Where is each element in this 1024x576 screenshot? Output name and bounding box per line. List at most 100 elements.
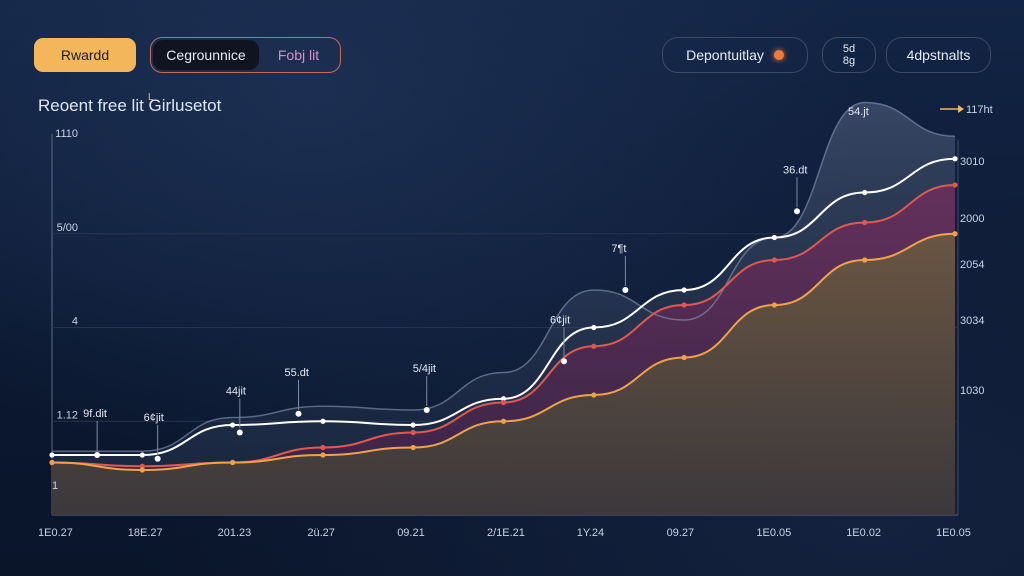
annotations: 9f.dit 6¢jit 44jit 55.dt 5/4jit 6¢jit 7¶t 36.dt [83,164,807,462]
series-2-point-3 [320,418,326,424]
series-2-line [51,157,956,457]
y-right-label-2: 2054 [960,259,984,271]
series-lines [49,101,958,473]
series-2-point-0 [49,452,55,458]
series-0-point-7 [681,354,687,361]
annotation-dot-6 [622,287,629,293]
series-1-point-1 [139,463,145,469]
adjustments-button[interactable]: 4dpstnalts [886,37,991,73]
x-tick-label-3: 2ü.27 [307,527,335,539]
series-1-point-6 [591,343,597,349]
series-1-point-7 [681,302,687,308]
y-left-label-1: 5/00 [57,222,78,234]
series-areas [52,102,955,515]
series-1-point-8 [771,257,778,263]
title-mark: L [148,92,154,103]
series-2-point-9 [862,189,868,196]
x-tick-label-1: 18E.27 [128,527,163,539]
series-0-point-9 [862,257,868,263]
reward-button-label: Rwardd [60,47,110,63]
annotation-dot-3 [295,410,302,417]
interval-button[interactable]: 5d 8g [822,37,876,73]
series-0-point-1 [139,467,145,473]
x-tick-label-9: 1E0.02 [846,527,881,539]
series-0-point-3 [320,452,326,458]
series-0-line [51,232,956,472]
annotation-dot-7 [793,208,800,215]
y-right-label-3: 3034 [960,315,984,327]
status-dot-icon [773,50,784,60]
legend-arrowhead-icon [958,105,964,113]
deposit-button[interactable]: Depontuitlay [662,37,808,73]
reward-button[interactable]: Rwardd [34,38,136,72]
series-2-point-6 [591,324,597,331]
series-2-point-4 [410,422,416,428]
segment-toggle[interactable]: Cegrounnice Fobj lit [150,37,341,73]
annotation-label-1: 6¢jit [144,412,164,424]
y-right-label-1: 2000 [960,213,984,225]
annotation-label-2: 44jit [226,386,246,398]
annotation-label-6: 7¶t [611,243,626,255]
segment-option-a-label: Cegrounnice [166,47,246,63]
y-left-label-2: 4 [72,316,78,328]
annotation-label-0: 9f.dit [83,408,107,420]
series-0-point-2 [230,459,236,466]
y-axis-right: 3010 2000 2054 3034 1030 [960,156,984,397]
annotation-label-5: 6¢jit [550,314,570,326]
series-2-point-1 [139,452,145,458]
segment-option-b-label: Fobj lit [277,47,320,63]
series-1-point-9 [862,219,868,226]
series-1-point-5 [500,399,507,406]
annotation-dot-4 [423,407,430,413]
series-0-point-5 [500,418,507,424]
adjustments-button-label: 4dpstnalts [906,47,971,63]
annotation-dot-2 [236,429,243,436]
series-1-point-4 [410,429,416,436]
series-0-point-0 [49,459,55,466]
x-tick-label-8: 1E0.05 [756,527,791,539]
annotation-label-3: 55.dt [285,367,309,379]
y-left-bottom-label: 1 [52,480,58,492]
x-tick-label-2: 201.23 [218,527,252,539]
series-1-point-3 [320,444,326,451]
x-tick-label-4: 09.21 [397,527,425,539]
y-left-label-0: 1110 [55,128,78,140]
series-2-point-10 [952,156,958,162]
series-2-point-5 [500,396,507,402]
x-tick-label-6: 1Y.24 [577,527,604,539]
series-0-point-6 [591,392,597,398]
series-2-point-7 [681,287,687,293]
y-left-label-3: 1.12 [57,409,78,421]
interval-line-2: 8g [842,55,856,67]
annotation-dot-0 [94,452,101,458]
series-0-point-4 [410,444,416,451]
series-3-line [51,101,956,453]
series-1-point-10 [952,182,958,188]
deposit-button-label: Depontuitlay [686,47,764,63]
annotation-label-4: 5/4jit [413,363,436,375]
segment-option-b[interactable]: Fobj lit [259,47,338,63]
annotation-label-7: 36.dt [783,164,807,176]
x-axis-ticks: 1E0.27 18E.27 201.23 2ü.27 09.21 2/1E.21 1Y.24… [38,527,971,539]
y-axis-left: 1110 5/00 4 1.12 1 [52,128,78,492]
annotation-dot-5 [561,358,568,365]
y-right-label-0: 3010 [960,156,984,168]
x-tick-label-5: 2/1E.21 [487,527,525,539]
series-2-point-2 [230,422,236,428]
annotation-dot-1 [154,455,161,462]
legend-mark: 117ht [966,104,993,116]
chart-title: Reoent free lit Girlusetot [38,96,222,115]
series-0-area [52,233,955,515]
x-tick-label-7: 09.27 [667,527,695,539]
x-tick-label-0: 1E0.27 [38,527,73,539]
segment-option-a[interactable]: Cegrounnice [153,40,259,70]
series-0-point-8 [771,302,778,308]
x-tick-label-10: 1E0.05 [936,527,971,539]
y-right-label-4: 1030 [960,385,984,397]
series-0-point-10 [952,231,958,237]
series-2-point-8 [771,234,778,241]
interval-line-1: 5d [842,43,856,55]
peak-label: 54.jt [848,106,869,118]
